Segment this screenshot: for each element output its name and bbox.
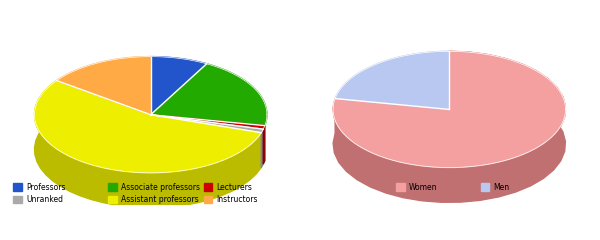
Polygon shape bbox=[34, 81, 261, 173]
Bar bbox=[109, 196, 117, 204]
Polygon shape bbox=[333, 51, 565, 168]
Bar bbox=[397, 183, 405, 191]
Polygon shape bbox=[151, 57, 206, 115]
Polygon shape bbox=[151, 115, 265, 129]
Polygon shape bbox=[151, 115, 263, 133]
Polygon shape bbox=[261, 129, 263, 168]
Polygon shape bbox=[151, 64, 267, 126]
Bar bbox=[109, 183, 117, 191]
Text: Men: Men bbox=[494, 183, 510, 192]
Polygon shape bbox=[335, 51, 449, 109]
Polygon shape bbox=[333, 51, 565, 202]
Text: Instructors: Instructors bbox=[216, 195, 258, 204]
Polygon shape bbox=[35, 81, 261, 208]
Text: Lecturers: Lecturers bbox=[216, 183, 252, 192]
Polygon shape bbox=[56, 57, 151, 115]
Text: Associate professors: Associate professors bbox=[121, 183, 200, 192]
Text: Unranked: Unranked bbox=[26, 195, 63, 204]
Text: Assistant professors: Assistant professors bbox=[121, 195, 199, 204]
Bar bbox=[203, 183, 212, 191]
Text: Women: Women bbox=[409, 183, 437, 192]
Polygon shape bbox=[263, 126, 265, 164]
Bar bbox=[13, 196, 22, 204]
Bar bbox=[203, 196, 212, 204]
Bar bbox=[481, 183, 490, 191]
Text: Professors: Professors bbox=[26, 183, 65, 192]
Bar bbox=[13, 183, 22, 191]
